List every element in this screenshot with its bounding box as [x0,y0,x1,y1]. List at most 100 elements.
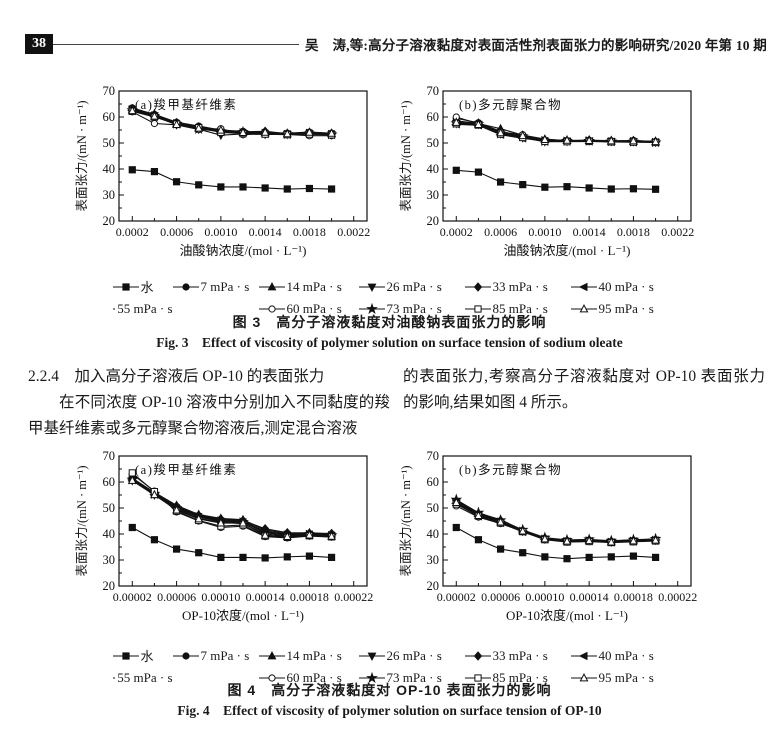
legend-label: 26 mPa · s [386,647,442,663]
legend-label: 55 mPa · s [117,301,173,316]
legend-item: 73 mPa · s [358,670,465,686]
svg-text:油酸钠浓度/(mol · L⁻¹): 油酸钠浓度/(mol · L⁻¹) [503,243,630,258]
circle-open-legend-icon [258,305,285,313]
star-filled-legend-icon [358,303,385,314]
svg-text:60: 60 [103,475,116,489]
legend-item: 55 mPa · s [112,301,173,317]
legend-item: 26 mPa · s [358,646,465,665]
page-number: 38 [25,34,53,54]
svg-text:50: 50 [103,501,116,515]
paragraph-left: 在不同浓度 OP-10 溶液中分别加入不同黏度的羧甲基纤维素或多元醇聚合物溶液后… [28,394,390,437]
section-heading: 2.2.4 加入高分子溶液后 OP-10 的表面张力 [28,368,325,385]
legend-item: 水 [112,277,173,296]
svg-text:表面张力/(mN · m⁻¹): 表面张力/(mN · m⁻¹) [74,465,89,576]
legend-item: 7 mPa · s [172,277,259,296]
svg-text:0.0006: 0.0006 [484,225,517,239]
legend-label: 33 mPa · s [492,647,548,663]
svg-text:0.00014: 0.00014 [570,590,609,604]
legend-label: 7 mPa · s [200,647,250,663]
legend-item: 73 mPa · s [358,301,465,317]
page-header: 38 吴 涛,等:高分子溶液黏度对表面活性剂表面张力的影响研究/2020 年第 … [25,33,767,55]
figure4-caption-en: Fig. 4 Effect of viscosity of polymer so… [177,703,602,718]
svg-text:(a)羧甲基纤维素: (a)羧甲基纤维素 [135,97,237,112]
legend-item: 33 mPa · s [464,277,571,296]
svg-text:OP-10浓度/(mol · L⁻¹): OP-10浓度/(mol · L⁻¹) [506,608,628,623]
svg-text:0.00002: 0.00002 [113,590,152,604]
svg-text:20: 20 [427,579,440,593]
svg-text:70: 70 [103,450,116,463]
legend-item: 95 mPa · s [570,670,667,686]
svg-text:60: 60 [103,110,116,124]
svg-text:0.0010: 0.0010 [528,225,561,239]
svg-text:70: 70 [427,85,440,98]
triangle-down-filled-legend-icon [358,652,385,661]
figure3-charts: 20 30 40 50 60 70 0.0002 0.0006 0.0010 0.0014 0.00… [73,84,699,271]
legend-label: 95 mPa · s [598,670,654,685]
svg-text:20: 20 [103,579,116,593]
figure4-legend: 水 7 mPa · s 14 mPa · s 26 mPa · s 33 mPa · s… [0,646,779,686]
legend-label: 60 mPa · s [286,301,342,316]
svg-text:70: 70 [427,450,440,463]
svg-text:50: 50 [427,136,440,150]
circle-open-legend-icon [258,674,285,682]
figure4-charts: 20 30 40 50 60 70 0.00002 0.00006 0.00010 0.00014… [73,449,699,636]
legend-label: 85 mPa · s [492,301,548,316]
text-column-right: 的表面张力,考察高分子溶液黏度对 OP-10 表面张力的影响,结果如图 4 所示… [403,364,765,442]
star-filled-legend-icon [358,672,385,683]
svg-text:30: 30 [103,188,116,202]
legend-label: 95 mPa · s [598,301,654,316]
svg-text:0.00006: 0.00006 [481,590,520,604]
svg-text:40: 40 [103,527,116,541]
svg-text:表面张力/(mN · m⁻¹): 表面张力/(mN · m⁻¹) [74,100,89,211]
svg-text:30: 30 [103,553,116,567]
figure3-caption-zh: 图 3 高分子溶液黏度对油酸钠表面张力的影响 [232,314,547,330]
svg-text:30: 30 [427,553,440,567]
svg-text:0.0022: 0.0022 [661,225,694,239]
legend-label: 73 mPa · s [386,301,442,316]
figure4-caption-zh: 图 4 高分子溶液黏度对 OP-10 表面张力的影响 [227,682,552,698]
svg-text:0.00022: 0.00022 [658,590,697,604]
legend-item: 14 mPa · s [258,646,359,665]
chart-fig3b: 20 30 40 50 60 70 0.0002 0.0006 0.0010 0.0014 0.00… [397,84,699,271]
svg-text:20: 20 [103,214,116,228]
header-rule [53,43,300,45]
legend-item: 95 mPa · s [570,301,667,317]
triangle-up-open-legend-icon [570,673,597,682]
legend-label: 14 mPa · s [286,647,342,663]
square-filled-legend-icon [112,651,139,660]
legend-label: 水 [140,280,154,295]
legend-item: 60 mPa · s [258,670,359,686]
figure3-legend: 水 7 mPa · s 14 mPa · s 26 mPa · s 33 mPa · s… [0,277,779,317]
legend-label: 33 mPa · s [492,278,548,294]
svg-text:60: 60 [427,475,440,489]
legend-label: 水 [140,649,154,664]
svg-text:0.0010: 0.0010 [204,225,237,239]
circle-filled-legend-icon [172,282,199,291]
legend-item: 水 [112,646,173,665]
legend-label: 60 mPa · s [286,670,342,685]
svg-text:0.0006: 0.0006 [160,225,193,239]
legend-item: 85 mPa · s [464,670,571,686]
body-text: 2.2.4 加入高分子溶液后 OP-10 的表面张力 在不同浓度 OP-10 溶… [28,364,765,442]
svg-text:40: 40 [427,162,440,176]
legend-item: 40 mPa · s [570,277,667,296]
legend-label: 73 mPa · s [386,670,442,685]
svg-text:70: 70 [103,85,116,98]
legend-item: 55 mPa · s [112,670,173,686]
svg-text:50: 50 [427,501,440,515]
legend-label: 40 mPa · s [598,278,654,294]
triangle-left-filled-legend-icon [570,651,597,660]
figure3-caption-en: Fig. 3 Effect of viscosity of polymer so… [156,335,623,350]
svg-text:0.0014: 0.0014 [573,225,606,239]
legend-label: 7 mPa · s [200,278,250,294]
legend-label: 40 mPa · s [598,647,654,663]
svg-text:0.0002: 0.0002 [116,225,149,239]
svg-text:20: 20 [427,214,440,228]
legend-item: 60 mPa · s [258,301,359,317]
paragraph-right: 的表面张力,考察高分子溶液黏度对 OP-10 表面张力的影响,结果如图 4 所示… [403,368,765,411]
svg-text:(a)羧甲基纤维素: (a)羧甲基纤维素 [135,462,237,477]
svg-text:50: 50 [103,136,116,150]
svg-text:(b)多元醇聚合物: (b)多元醇聚合物 [459,462,562,477]
svg-text:0.00018: 0.00018 [290,590,329,604]
legend-item: 7 mPa · s [172,646,259,665]
